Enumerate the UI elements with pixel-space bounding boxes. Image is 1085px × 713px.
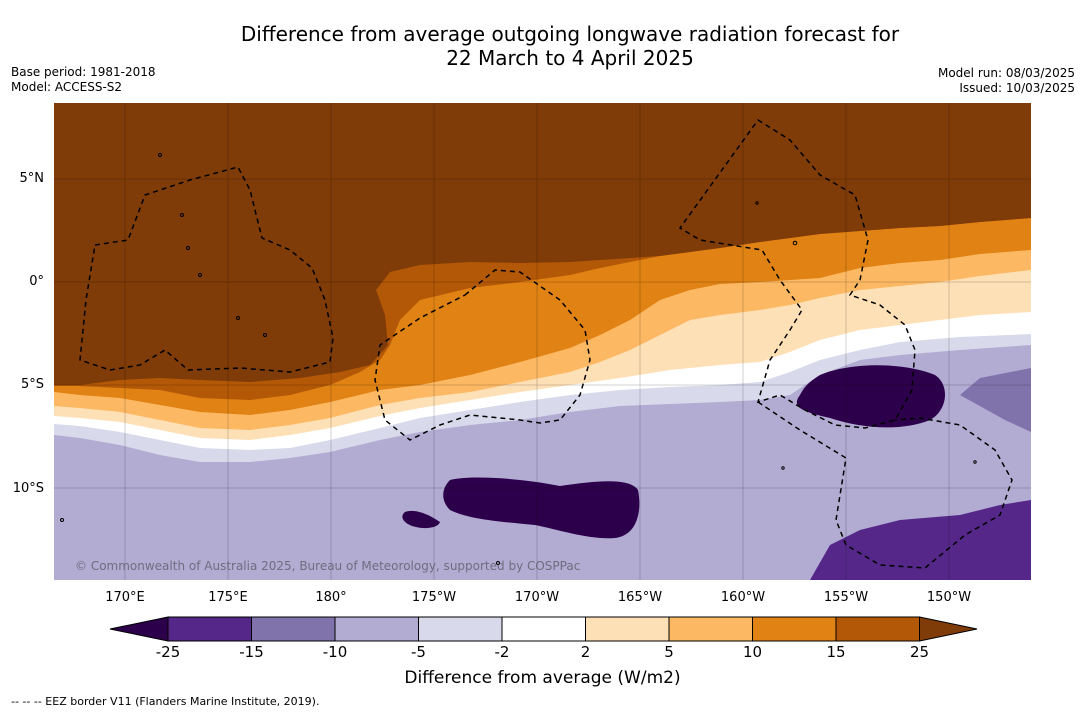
colorbar-tick-4: -5: [411, 643, 426, 661]
contour-field: [54, 103, 1031, 580]
band-above-25: [54, 103, 1031, 385]
lon-label-175w: 175°W: [411, 590, 457, 605]
colorbar-seg-4: [418, 616, 503, 642]
colorbar-seg-8: [752, 616, 837, 642]
colorbar-extend-high: [919, 616, 978, 642]
colorbar-title: Difference from average (W/m2): [404, 668, 681, 688]
colorbar-tick-10: 25: [909, 643, 930, 661]
eez-legend-note: -- -- -- EEZ border V11 (Flanders Marine…: [11, 695, 320, 708]
colorbar-seg-2: [251, 616, 336, 642]
model-run: Model run: 08/03/2025: [937, 66, 1075, 80]
colorbar-seg-9: [835, 616, 920, 642]
colorbar-tick-3: -10: [322, 643, 348, 661]
colorbar-seg-1: [167, 616, 252, 642]
colorbar-tick-8: 10: [742, 643, 763, 661]
lon-label-160w: 160°W: [720, 590, 766, 605]
issued-date: Issued: 10/03/2025: [959, 81, 1075, 95]
core-below-minus25-small: [402, 510, 440, 529]
colorbar-tick-6: 2: [580, 643, 591, 661]
map-title: Difference from average outgoing longwav…: [0, 22, 1085, 70]
colorbar-seg-6: [585, 616, 670, 642]
eez-east-boundary: [757, 401, 1013, 569]
colorbar-tick-1: -25: [155, 643, 181, 661]
colorbar-seg-7: [668, 616, 753, 642]
lat-label-10s: 10°S: [12, 481, 44, 496]
colorbar-tick-9: 15: [826, 643, 846, 661]
title-line-1: Difference from average outgoing longwav…: [240, 22, 900, 46]
lon-label-165w: 165°W: [617, 590, 663, 605]
lon-label-155w: 155°W: [823, 590, 869, 605]
core-below-minus25-central: [443, 477, 640, 539]
eez-tokelau-phoenix: [374, 269, 591, 441]
eez-borders: [79, 118, 1013, 569]
lon-label-175e: 175°E: [208, 590, 248, 605]
meta-right: Model run: 08/03/2025 Issued: 10/03/2025: [938, 66, 1075, 96]
colorbar: [109, 616, 978, 642]
copyright-notice: © Commonwealth of Australia 2025, Bureau…: [75, 559, 581, 573]
eez-line-islands: [678, 118, 916, 429]
lat-label-0: 0°: [29, 274, 44, 289]
lon-label-170w: 170°W: [514, 590, 560, 605]
lat-label-5s: 5°S: [20, 377, 44, 392]
colorbar-seg-5: [501, 616, 586, 642]
lat-label-5n: 5°N: [19, 171, 45, 186]
lon-label-170e: 170°E: [105, 590, 145, 605]
lon-label-180: 180°: [315, 590, 347, 605]
colorbar-tick-7: 5: [664, 643, 674, 661]
colorbar-extend-low: [109, 616, 169, 642]
colorbar-tick-5: -2: [494, 643, 510, 661]
model-name: Model: ACCESS-S2: [11, 80, 123, 94]
eez-kiribati-gilbert: [79, 166, 334, 373]
base-period: Base period: 1981-2018: [11, 65, 156, 79]
core-below-minus25-east: [796, 365, 946, 428]
island-outlines: [60, 153, 977, 565]
title-line-2: 22 March to 4 April 2025: [446, 46, 694, 70]
gridlines: [54, 103, 1031, 580]
meta-left: Base period: 1981-2018 Model: ACCESS-S2: [11, 65, 156, 95]
lon-label-150w: 150°W: [926, 590, 972, 605]
colorbar-tick-2: -15: [239, 643, 264, 661]
colorbar-seg-3: [334, 616, 419, 642]
